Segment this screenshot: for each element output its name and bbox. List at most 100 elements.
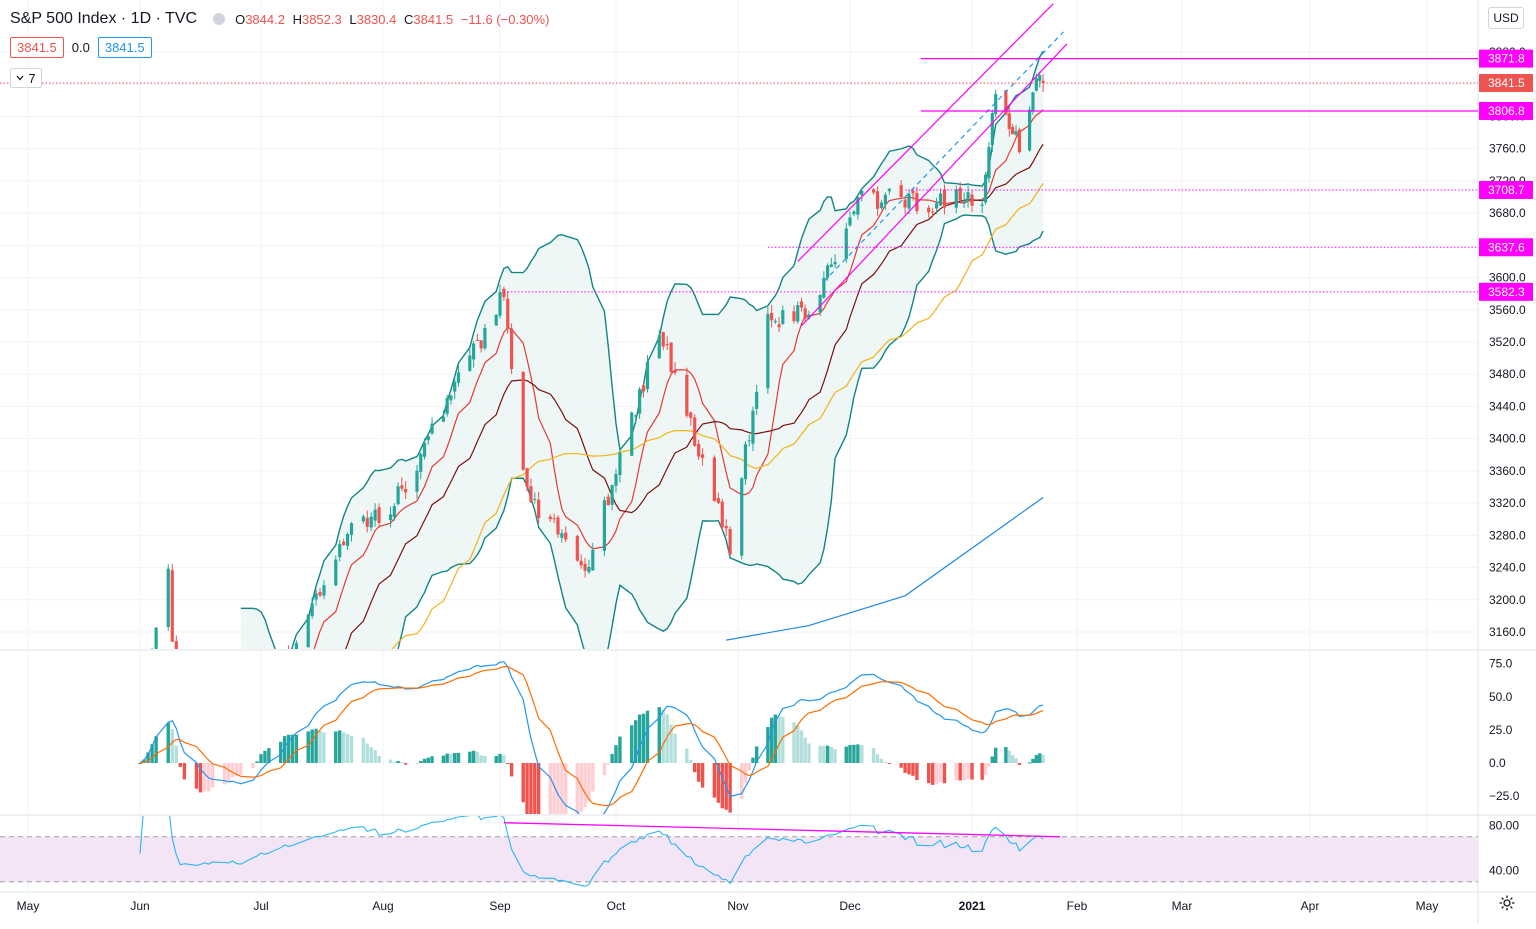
candle-body — [669, 342, 673, 372]
candle-body — [777, 324, 781, 328]
macd-histogram-bar — [294, 734, 299, 763]
macd-histogram-bar — [178, 763, 183, 767]
candle — [657, 329, 661, 359]
macd-histogram-bar — [602, 763, 607, 776]
symbol-title[interactable]: S&P 500 Index · 1D · TVC — [10, 10, 198, 27]
candle-body — [310, 603, 314, 617]
candle-body — [773, 320, 777, 323]
macd-histogram-bar — [665, 714, 669, 763]
candle-body — [388, 514, 393, 521]
price-tick-label: 3560.0 — [1489, 303, 1526, 317]
time-tick-label: Jun — [130, 899, 149, 913]
candle-body — [314, 593, 318, 600]
candle-body — [645, 361, 650, 390]
candle — [342, 538, 346, 546]
time-tick-label: Nov — [727, 899, 748, 913]
candle — [1038, 71, 1042, 88]
candle-body — [377, 507, 381, 524]
macd-histogram-bar — [552, 763, 556, 814]
macd-histogram-bar — [747, 763, 751, 771]
candle — [1011, 123, 1015, 135]
candle — [934, 197, 939, 215]
candle — [1027, 106, 1032, 152]
macd-histogram-bar — [377, 755, 381, 763]
candle — [829, 257, 833, 268]
candle — [987, 141, 991, 183]
macd-histogram-bar — [1031, 758, 1035, 763]
macd-histogram-bar — [263, 750, 267, 763]
candle-body — [426, 436, 430, 441]
candle-body — [227, 749, 230, 755]
candle — [606, 493, 610, 506]
candle-body — [641, 385, 646, 392]
macd-histogram-bar — [445, 753, 449, 763]
macd-histogram-bar — [966, 763, 970, 779]
candle-body — [502, 288, 506, 298]
macd-histogram-bar — [693, 763, 697, 773]
macd-histogram-bar — [575, 763, 580, 814]
low-value: 3830.4 — [356, 11, 397, 27]
candle-body — [166, 568, 170, 627]
macd-histogram-bar — [856, 744, 860, 763]
candle — [579, 554, 583, 569]
candle — [848, 211, 852, 227]
time-tick-label: Apr — [1301, 899, 1320, 913]
candle — [630, 411, 634, 456]
candle — [587, 559, 591, 574]
candle — [907, 189, 911, 215]
price-label-box — [1479, 74, 1533, 93]
macd-histogram-bar — [154, 736, 158, 763]
macd-histogram-bar — [529, 763, 533, 814]
macd-histogram-bar — [934, 763, 939, 785]
candle-body — [306, 614, 310, 648]
candle — [931, 207, 935, 218]
candle — [365, 510, 369, 533]
candle-body — [822, 277, 826, 298]
candle — [712, 455, 716, 502]
candle-body — [799, 301, 804, 308]
currency-button[interactable]: USD — [1488, 7, 1524, 29]
candle-body — [373, 509, 377, 521]
candle — [349, 521, 354, 542]
candle — [456, 365, 461, 387]
candle-body — [685, 374, 689, 416]
buy-price-button[interactable]: 3841.5 — [97, 37, 152, 58]
indicators-toggle-button[interactable]: 7 — [10, 68, 42, 88]
candle-body — [235, 747, 238, 760]
candle — [142, 703, 145, 729]
candle-body — [1017, 129, 1022, 153]
candle — [618, 446, 622, 483]
sell-price-button[interactable]: 3841.5 — [10, 37, 64, 58]
candle — [537, 491, 541, 524]
macd-histogram-bar — [483, 756, 487, 763]
candle-body — [529, 486, 533, 503]
candle-body — [498, 291, 502, 316]
gear-icon[interactable] — [1498, 894, 1516, 912]
price-label-text: 3637.6 — [1488, 240, 1525, 254]
candle-body — [146, 677, 149, 707]
macd-histogram-bar — [673, 733, 677, 763]
candle — [170, 563, 174, 642]
candle — [361, 514, 365, 524]
macd-histogram-bar — [310, 729, 314, 763]
candle — [872, 188, 876, 195]
price-tick-label: 3160.0 — [1489, 625, 1526, 639]
candle — [338, 539, 342, 562]
candle — [556, 515, 560, 538]
time-tick-label: May — [17, 899, 40, 913]
price-tick-label: 3320.0 — [1489, 496, 1526, 510]
candle — [740, 477, 744, 560]
candle — [773, 318, 777, 325]
candle-body — [807, 314, 811, 319]
candle-body — [934, 203, 939, 209]
macd-histogram-bar — [792, 722, 796, 763]
candle — [844, 222, 848, 263]
macd-histogram-bar — [700, 763, 705, 788]
macd-signal-line — [139, 665, 1044, 807]
candle — [826, 263, 830, 281]
macd-line — [139, 661, 1044, 814]
candle — [426, 435, 430, 445]
candle — [796, 301, 800, 324]
